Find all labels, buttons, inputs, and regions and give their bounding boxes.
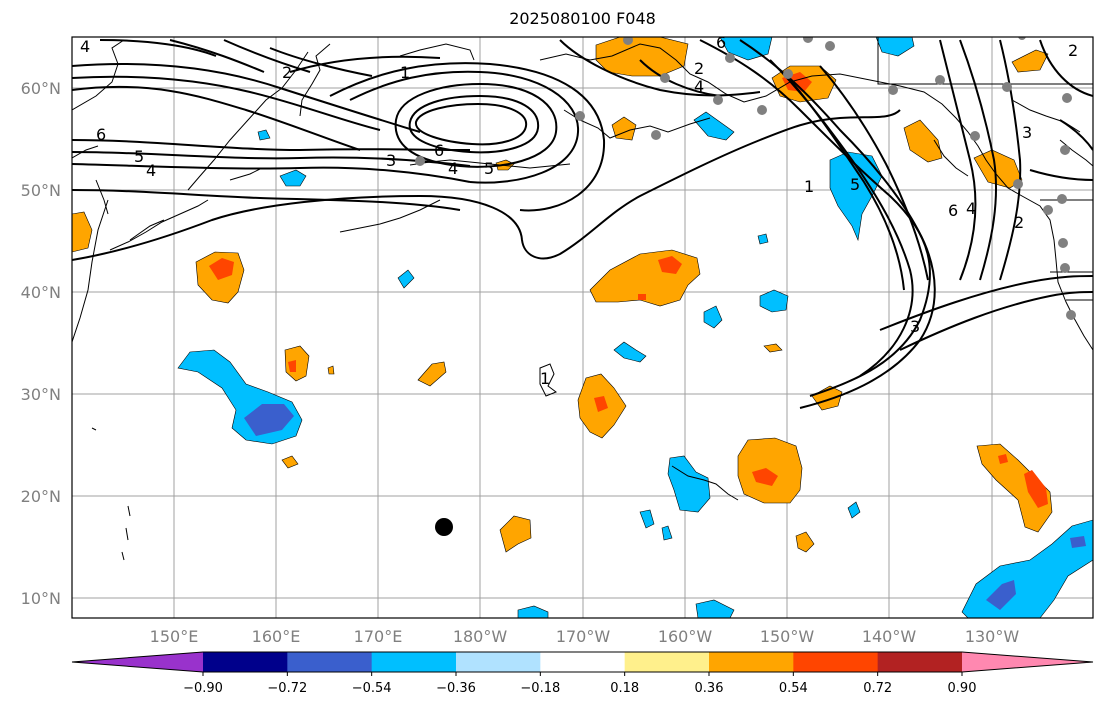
anomaly-fill-strong-negative <box>244 404 1086 610</box>
lon-label: 140°W <box>862 627 917 646</box>
colorbar-bin <box>371 652 457 672</box>
lon-label: 160°W <box>658 627 713 646</box>
station-marker <box>1013 179 1023 189</box>
contour-label: 1 <box>804 177 814 196</box>
contour-label: 3 <box>386 151 396 170</box>
lat-label: 10°N <box>21 589 61 608</box>
colorbar-ticks: −0.90 −0.72 −0.54 −0.36 −0.18 0.18 0.36 0.54 0.7… <box>183 672 976 696</box>
contour-label: 4 <box>966 199 976 218</box>
contour-label: 6 <box>948 201 958 220</box>
station-marker <box>1058 238 1068 248</box>
colorbar-tick-label: −0.18 <box>520 681 560 696</box>
contour-label: 2 <box>694 59 704 78</box>
contour-label: 6 <box>716 33 726 52</box>
colorbar-tick-label: 0.72 <box>863 681 892 696</box>
station-marker <box>660 73 670 83</box>
colorbar-bin <box>287 652 373 672</box>
station-marker <box>651 130 661 140</box>
colorbar-tick-label: −0.36 <box>436 681 476 696</box>
contour-label: 2 <box>282 63 292 82</box>
lat-label: 20°N <box>21 487 61 506</box>
map-frame <box>71 36 1094 619</box>
station-marker <box>725 53 735 63</box>
lat-label: 40°N <box>21 283 61 302</box>
lon-label: 160°E <box>252 627 301 646</box>
colorbar-bin <box>877 652 963 672</box>
colorbar-extend-max <box>962 652 1093 672</box>
anomaly-fill-negative <box>177 37 1093 618</box>
station-marker <box>1066 310 1076 320</box>
contour-label: 2 <box>1014 213 1024 232</box>
lon-label: 130°W <box>965 627 1020 646</box>
contour-label: 4 <box>448 159 458 178</box>
lat-label: 50°N <box>21 181 61 200</box>
contour-label: 6 <box>434 141 444 160</box>
contour-label: 4 <box>146 161 156 180</box>
center-marker <box>435 518 453 536</box>
station-marker <box>1060 263 1070 273</box>
colorbar-bin <box>456 652 541 672</box>
colorbar-bin <box>624 652 710 672</box>
contour-label: 6 <box>96 125 106 144</box>
contour-label: 5 <box>484 159 494 178</box>
station-markers <box>415 37 1076 320</box>
station-marker <box>1060 145 1070 155</box>
station-marker <box>1062 93 1072 103</box>
station-marker <box>415 156 425 166</box>
station-marker <box>1057 194 1067 204</box>
colorbar-bin <box>793 652 879 672</box>
lon-label: 170°E <box>354 627 403 646</box>
map-title: 2025080100 F048 <box>509 9 656 28</box>
longitude-labels: 150°E 160°E 170°E 180°W 170°W 160°W 150°… <box>150 627 1020 646</box>
contour-label: 5 <box>850 175 860 194</box>
lon-label: 150°W <box>760 627 815 646</box>
colorbar <box>71 651 1094 673</box>
colorbar-extend-min <box>72 652 203 672</box>
colorbar-bin <box>709 652 794 672</box>
station-marker <box>935 75 945 85</box>
colorbar-tick-label: 0.36 <box>695 681 724 696</box>
colorbar-tick-label: 0.18 <box>610 681 639 696</box>
colorbar-bin <box>540 652 626 672</box>
contour-label: 4 <box>694 77 704 96</box>
colorbar-tick-label: −0.54 <box>352 681 392 696</box>
colorbar-bin <box>203 652 288 672</box>
lat-label: 60°N <box>21 79 61 98</box>
station-marker <box>970 131 980 141</box>
contour-label: 3 <box>1022 123 1032 142</box>
station-marker <box>888 85 898 95</box>
station-marker <box>713 95 723 105</box>
lon-label: 150°E <box>150 627 199 646</box>
station-marker <box>803 37 813 43</box>
contour-labels: 4 2 1 6 5 4 3 6 4 5 2 6 4 5 1 3 6 4 2 3 … <box>80 33 1078 388</box>
contour-label: 4 <box>80 37 90 56</box>
colorbar-tick-label: 0.90 <box>948 681 977 696</box>
anomaly-fill-positive <box>72 37 1053 553</box>
station-marker <box>1018 37 1026 40</box>
latitude-labels: 60°N 50°N 40°N 30°N 20°N 10°N <box>21 79 61 608</box>
gridlines <box>72 37 1093 618</box>
station-marker <box>783 69 793 79</box>
colorbar-tick-label: −0.90 <box>183 681 223 696</box>
lon-label: 180°W <box>453 627 508 646</box>
lon-label: 170°W <box>556 627 611 646</box>
station-marker <box>825 41 835 51</box>
colorbar-tick-label: −0.72 <box>267 681 307 696</box>
contour-lines <box>72 39 1093 409</box>
station-marker <box>757 105 767 115</box>
contour-label: 1 <box>540 369 550 388</box>
contour-label: 5 <box>134 147 144 166</box>
station-marker <box>623 37 633 45</box>
lat-label: 30°N <box>21 385 61 404</box>
station-marker <box>1002 82 1012 92</box>
contour-label: 2 <box>1068 41 1078 60</box>
colorbar-tick-label: 0.54 <box>779 681 808 696</box>
contour-label: 1 <box>400 63 410 82</box>
station-marker <box>575 111 585 121</box>
contour-label: 3 <box>910 317 920 336</box>
station-marker <box>1043 205 1053 215</box>
